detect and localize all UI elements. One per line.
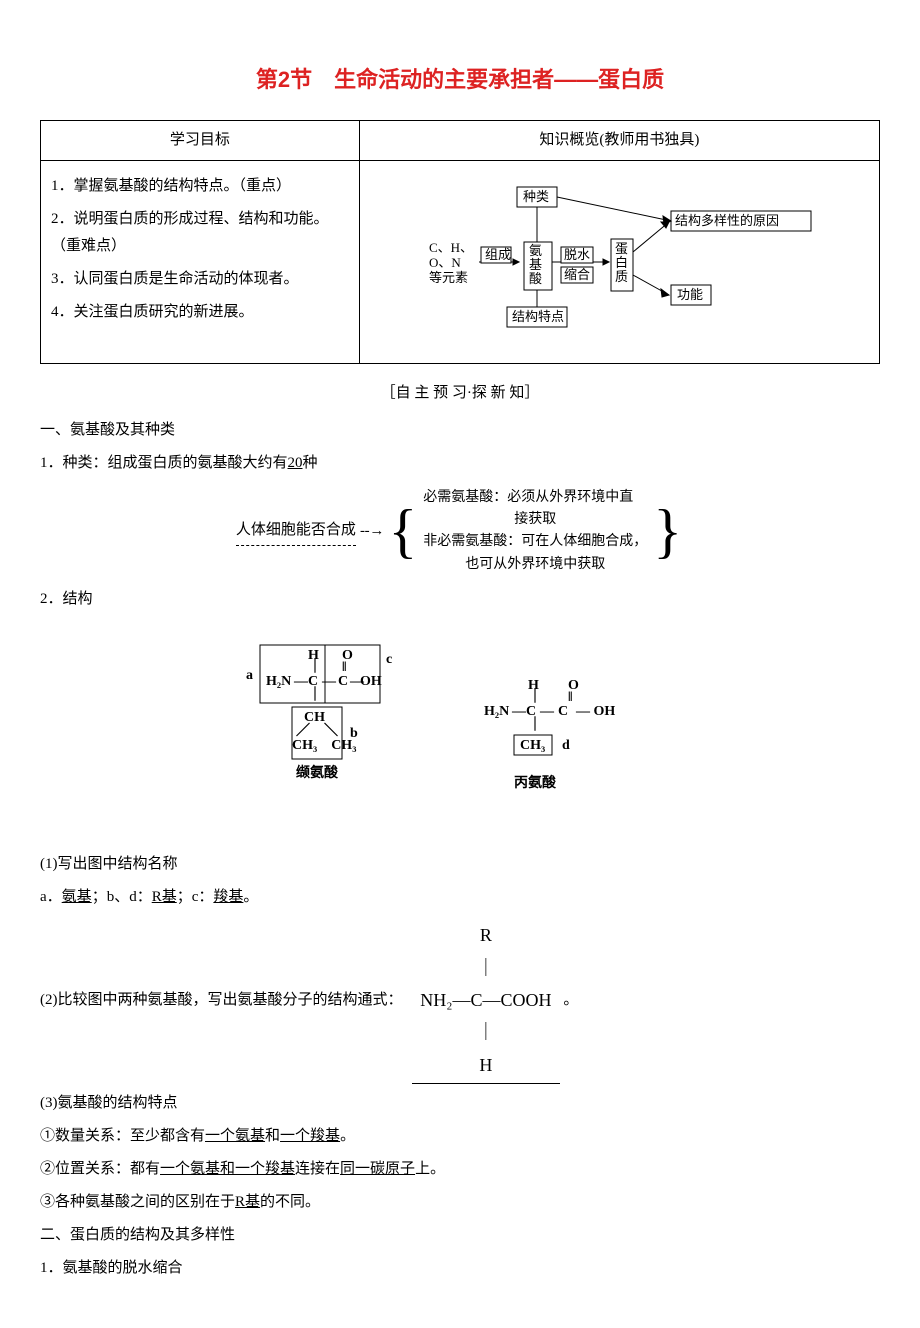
concept-diagram: C、H、 O、N 等元素 组成 氨 基 酸 种类 bbox=[409, 167, 829, 357]
q3-1: ①数量关系：至少都含有一个氨基和一个羧基。 bbox=[40, 1123, 880, 1150]
diagram-mid2: 缩合 bbox=[564, 267, 590, 282]
svg-text:C: C bbox=[308, 674, 318, 689]
amino-classification: 人体细胞能否合成 - - → { 必需氨基酸：必须从外界环境中直 接获取 非必需… bbox=[40, 487, 880, 577]
svg-text:质: 质 bbox=[615, 269, 628, 284]
q1-line: a．氨基；b、d：R基；c：羧基。 bbox=[40, 884, 880, 911]
svg-text:｜: ｜ bbox=[528, 688, 542, 705]
goal-item: 4．关注蛋白质研究的新进展。 bbox=[51, 299, 349, 326]
svg-text:‖: ‖ bbox=[342, 660, 347, 675]
brace-content: 必需氨基酸：必须从外界环境中直 接获取 非必需氨基酸：可在人体细胞合成， 也可从… bbox=[423, 487, 647, 577]
svg-text:蛋: 蛋 bbox=[615, 241, 628, 256]
svg-text:｜: ｜ bbox=[528, 716, 542, 733]
svg-text:｜: ｜ bbox=[308, 658, 322, 675]
left-brace-icon: { bbox=[386, 501, 419, 561]
section-1-kind: 1．种类：组成蛋白质的氨基酸大约有20种 bbox=[40, 450, 880, 477]
general-formula: R｜ NH₂—C—COOH｜ H bbox=[412, 917, 559, 1084]
goal-item: 1．掌握氨基酸的结构特点。（重点） bbox=[51, 173, 349, 200]
diagram-top: 种类 bbox=[523, 189, 549, 204]
amino-acid-structure-diagram: a H O ｜ ‖ H₂N — C — C — OH c ｜ CH ／ ＼ CH… bbox=[40, 627, 880, 837]
section-1-title: 一、氨基酸及其种类 bbox=[40, 417, 880, 444]
alanine-name: 丙氨酸 bbox=[514, 774, 557, 791]
svg-text:—: — bbox=[511, 704, 527, 719]
q2-line: (2)比较图中两种氨基酸，写出氨基酸分子的结构通式： R｜ NH₂—C—COOH… bbox=[40, 917, 880, 1084]
diagram-left2: O、N bbox=[429, 255, 461, 270]
svg-text:H₂N: H₂N bbox=[266, 674, 291, 689]
q1-prefix: (1)写出图中结构名称 bbox=[40, 851, 880, 878]
preview-heading: ［自 主 预 习·探 新 知］ bbox=[40, 380, 880, 407]
svg-text:—: — bbox=[321, 674, 337, 689]
goal-item: 2．说明蛋白质的形成过程、结构和功能。（重难点） bbox=[51, 206, 349, 260]
svg-text:C: C bbox=[338, 674, 348, 689]
diagram-left1: C、H、 bbox=[429, 240, 473, 255]
goals-header-right: 知识概览(教师用书独具) bbox=[359, 120, 879, 160]
right-brace-icon: } bbox=[651, 501, 684, 561]
svg-text:C: C bbox=[526, 704, 536, 719]
page-title: 第2节 生命活动的主要承担者——蛋白质 bbox=[40, 60, 880, 100]
svg-text:酸: 酸 bbox=[529, 271, 542, 286]
diagram-left3: 等元素 bbox=[429, 270, 468, 285]
goal-item: 3．认同蛋白质是生命活动的体现者。 bbox=[51, 266, 349, 293]
section-1-struct-title: 2．结构 bbox=[40, 586, 880, 613]
svg-text:白: 白 bbox=[615, 255, 628, 270]
svg-text:‖: ‖ bbox=[568, 690, 573, 705]
goals-cell: 1．掌握氨基酸的结构特点。（重点） 2．说明蛋白质的形成过程、结构和功能。（重难… bbox=[41, 160, 360, 363]
section-2-1: 1．氨基酸的脱水缩合 bbox=[40, 1255, 880, 1282]
goals-header-left: 学习目标 bbox=[41, 120, 360, 160]
diagram-mid1: 脱水 bbox=[564, 247, 590, 262]
svg-text:— OH: — OH bbox=[575, 704, 615, 719]
kind-count: 20 bbox=[288, 455, 303, 471]
svg-text:／ ＼: ／ ＼ bbox=[296, 723, 338, 739]
diagram-out1: 结构多样性的原因 bbox=[675, 213, 779, 228]
label-d: d bbox=[562, 738, 570, 753]
svg-text:CH₃: CH₃ bbox=[520, 738, 545, 753]
diagram-left-arrow-label: 组成 bbox=[485, 247, 511, 262]
section-2-title: 二、蛋白质的结构及其多样性 bbox=[40, 1222, 880, 1249]
q3-2: ②位置关系：都有一个氨基和一个羧基连接在同一碳原子上。 bbox=[40, 1156, 880, 1183]
svg-text:CH₃ CH₃: CH₃ CH₃ bbox=[292, 738, 356, 753]
valine-name: 缬氨酸 bbox=[296, 764, 339, 781]
label-c: c bbox=[386, 652, 392, 667]
svg-text:C: C bbox=[558, 704, 568, 719]
svg-text:OH: OH bbox=[360, 674, 382, 689]
svg-text:H₂N: H₂N bbox=[484, 704, 509, 719]
svg-text:—: — bbox=[293, 674, 309, 689]
diagram-center: 氨 bbox=[529, 243, 542, 258]
q3-title: (3)氨基酸的结构特点 bbox=[40, 1090, 880, 1117]
concept-diagram-cell: C、H、 O、N 等元素 组成 氨 基 酸 种类 bbox=[359, 160, 879, 363]
diagram-bottom: 结构特点 bbox=[512, 309, 564, 324]
q3-3: ③各种氨基酸之间的区别在于R基的不同。 bbox=[40, 1189, 880, 1216]
diagram-out2: 功能 bbox=[677, 287, 703, 302]
label-b: b bbox=[350, 726, 358, 741]
synth-label: 人体细胞能否合成 bbox=[236, 517, 356, 546]
svg-text:—: — bbox=[539, 704, 555, 719]
label-a: a bbox=[246, 668, 253, 683]
svg-text:CH: CH bbox=[304, 710, 325, 725]
svg-text:基: 基 bbox=[529, 257, 542, 272]
svg-text:｜: ｜ bbox=[308, 686, 322, 703]
goals-table: 学习目标 知识概览(教师用书独具) 1．掌握氨基酸的结构特点。（重点） 2．说明… bbox=[40, 120, 880, 364]
